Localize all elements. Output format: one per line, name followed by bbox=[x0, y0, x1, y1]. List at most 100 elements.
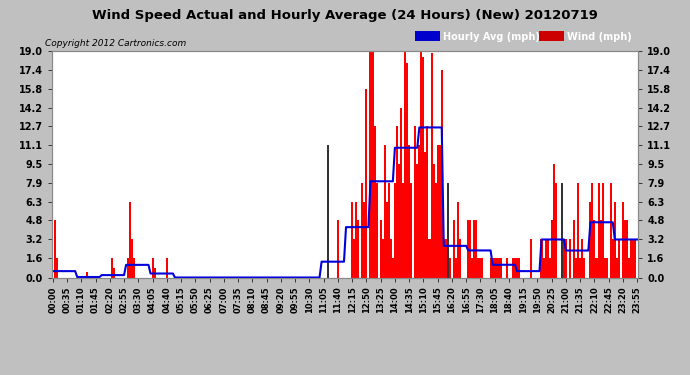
Bar bbox=[610, 183, 612, 278]
Bar bbox=[616, 258, 618, 278]
Bar bbox=[500, 258, 502, 278]
Bar bbox=[422, 57, 424, 278]
Bar bbox=[577, 183, 579, 278]
Bar bbox=[113, 268, 115, 278]
Bar bbox=[447, 183, 449, 278]
Bar bbox=[428, 239, 431, 278]
Bar bbox=[626, 220, 628, 278]
Bar bbox=[473, 220, 475, 278]
Bar bbox=[495, 258, 497, 278]
Bar bbox=[133, 258, 135, 278]
Bar bbox=[435, 183, 437, 278]
Bar bbox=[402, 183, 404, 278]
Bar bbox=[467, 220, 469, 278]
Bar bbox=[373, 126, 375, 278]
Bar bbox=[406, 63, 408, 278]
Bar bbox=[420, 51, 422, 278]
Bar bbox=[553, 164, 555, 278]
Bar bbox=[491, 258, 493, 278]
Bar bbox=[394, 183, 396, 278]
Bar bbox=[604, 258, 606, 278]
Bar bbox=[380, 220, 382, 278]
Bar bbox=[398, 164, 400, 278]
Bar bbox=[612, 239, 614, 278]
Bar bbox=[388, 183, 390, 278]
Bar bbox=[445, 239, 447, 278]
Bar bbox=[404, 51, 406, 278]
Bar bbox=[598, 183, 600, 278]
Bar bbox=[477, 258, 480, 278]
Bar bbox=[512, 258, 514, 278]
Bar bbox=[583, 258, 585, 278]
Bar bbox=[437, 145, 439, 278]
Bar bbox=[396, 126, 398, 278]
Bar bbox=[459, 239, 461, 278]
Bar bbox=[579, 258, 581, 278]
Bar bbox=[453, 220, 455, 278]
Bar bbox=[400, 108, 402, 278]
Bar bbox=[447, 183, 449, 278]
Bar bbox=[152, 258, 154, 278]
Bar bbox=[506, 258, 508, 278]
Bar bbox=[371, 51, 373, 278]
Bar bbox=[624, 220, 626, 278]
Bar bbox=[364, 202, 366, 278]
Bar bbox=[131, 239, 133, 278]
Bar bbox=[416, 164, 418, 278]
Bar bbox=[634, 239, 636, 278]
Bar bbox=[111, 258, 113, 278]
Bar bbox=[497, 258, 500, 278]
Bar bbox=[493, 258, 495, 278]
Bar bbox=[563, 239, 565, 278]
Bar bbox=[86, 272, 88, 278]
Bar bbox=[630, 239, 632, 278]
Bar bbox=[362, 183, 364, 278]
Bar bbox=[154, 268, 156, 278]
Bar bbox=[544, 239, 546, 278]
Bar bbox=[357, 220, 359, 278]
Bar bbox=[490, 258, 491, 278]
Bar bbox=[632, 239, 634, 278]
Bar bbox=[514, 258, 516, 278]
Bar bbox=[531, 239, 533, 278]
Bar bbox=[581, 239, 583, 278]
Bar bbox=[622, 202, 624, 278]
Bar bbox=[127, 258, 129, 278]
Bar bbox=[546, 239, 549, 278]
Bar bbox=[518, 258, 520, 278]
Bar bbox=[326, 145, 328, 278]
Bar bbox=[414, 126, 416, 278]
Bar bbox=[540, 239, 542, 278]
Bar bbox=[166, 258, 168, 278]
Bar bbox=[457, 202, 459, 278]
Bar bbox=[555, 183, 557, 278]
Bar bbox=[441, 70, 443, 278]
Bar bbox=[591, 183, 593, 278]
Bar bbox=[384, 145, 386, 278]
Bar bbox=[516, 258, 518, 278]
Bar bbox=[628, 258, 630, 278]
Bar bbox=[569, 239, 571, 278]
Bar bbox=[382, 239, 384, 278]
Text: Wind Speed Actual and Hourly Average (24 Hours) (New) 20120719: Wind Speed Actual and Hourly Average (24… bbox=[92, 9, 598, 22]
Bar bbox=[549, 258, 551, 278]
Bar bbox=[390, 239, 392, 278]
Bar bbox=[355, 202, 357, 278]
Bar bbox=[426, 126, 428, 278]
Bar bbox=[551, 220, 553, 278]
Bar bbox=[542, 258, 544, 278]
Bar bbox=[129, 202, 131, 278]
Bar bbox=[573, 220, 575, 278]
Bar bbox=[337, 220, 339, 278]
Bar bbox=[439, 145, 441, 278]
Bar bbox=[351, 202, 353, 278]
Bar bbox=[431, 53, 433, 278]
Bar bbox=[443, 239, 445, 278]
Bar bbox=[561, 183, 563, 278]
Bar bbox=[602, 183, 604, 278]
Bar bbox=[618, 239, 620, 278]
Bar bbox=[614, 202, 616, 278]
Bar bbox=[56, 258, 58, 278]
Bar bbox=[575, 258, 577, 278]
Bar bbox=[469, 220, 471, 278]
